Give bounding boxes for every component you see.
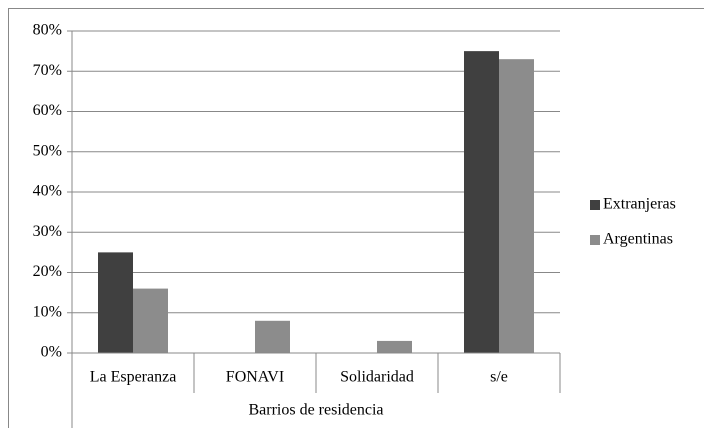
legend-label: Extranjeras bbox=[603, 196, 676, 213]
bar bbox=[464, 51, 499, 353]
x-tick-label: s/e bbox=[490, 369, 508, 386]
chart-frame bbox=[8, 8, 704, 428]
y-tick-label: 40% bbox=[33, 183, 62, 200]
y-tick-label: 30% bbox=[33, 223, 62, 240]
legend-swatch bbox=[590, 235, 600, 245]
y-tick-label: 50% bbox=[33, 142, 62, 159]
legend-label: Argentinas bbox=[603, 231, 673, 248]
y-tick-label: 60% bbox=[33, 102, 62, 119]
legend-swatch bbox=[590, 200, 600, 210]
bar bbox=[98, 252, 133, 353]
y-tick-label: 70% bbox=[33, 62, 62, 79]
bar bbox=[499, 59, 534, 354]
x-tick-label: FONAVI bbox=[226, 369, 284, 386]
y-tick-label: 0% bbox=[41, 344, 62, 361]
x-axis-label: Barrios de residencia bbox=[248, 402, 383, 419]
y-tick-label: 80% bbox=[33, 22, 62, 39]
bar bbox=[377, 340, 412, 353]
y-tick-label: 10% bbox=[33, 303, 62, 320]
x-tick-label: Solidaridad bbox=[340, 369, 414, 386]
x-tick-label: La Esperanza bbox=[90, 369, 177, 386]
y-tick-label: 20% bbox=[33, 263, 62, 280]
bar bbox=[133, 288, 168, 353]
bar bbox=[255, 320, 290, 353]
